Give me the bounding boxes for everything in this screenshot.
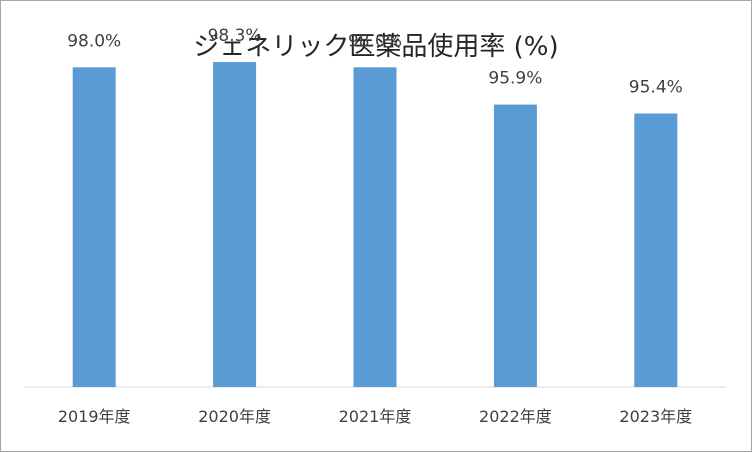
x-tick-label: 2020年度: [198, 407, 271, 426]
x-tick-label: 2023年度: [619, 407, 692, 426]
chart-title: ジェネリック医薬品使用率 (%): [193, 32, 559, 62]
data-label: 95.4%: [629, 77, 683, 97]
data-label: 98.0%: [67, 31, 121, 51]
x-tick-label: 2022年度: [479, 407, 552, 426]
bar-2022年度: [493, 104, 537, 388]
data-label: 98.3%: [208, 26, 262, 46]
bar-2019年度: [72, 67, 116, 387]
bar-2023年度: [634, 113, 678, 388]
bar-2020年度: [213, 61, 257, 388]
x-tick-label: 2021年度: [339, 407, 412, 426]
data-label: 95.9%: [488, 69, 542, 89]
bar-2021年度: [353, 67, 397, 387]
x-tick-label: 2019年度: [58, 407, 131, 426]
data-label: 98.0%: [348, 31, 402, 51]
